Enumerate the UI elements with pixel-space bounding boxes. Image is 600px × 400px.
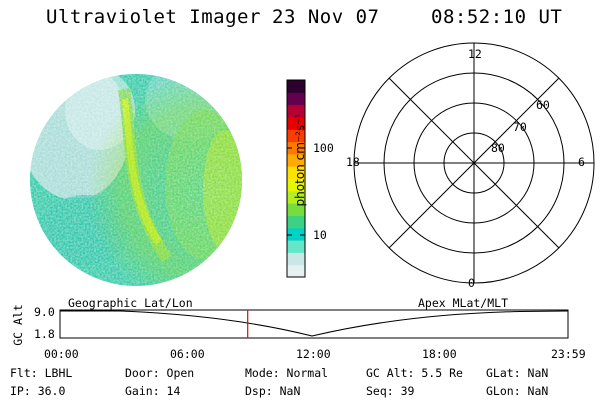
apex-mlat-mlt-title: Apex MLat/MLT — [418, 296, 509, 310]
status-glon: GLon: NaN — [486, 384, 549, 398]
colorbar — [286, 79, 306, 278]
time-tick-0000: 00:00 — [44, 347, 79, 361]
colorbar-ticks — [287, 147, 305, 236]
status-mode: Mode: Normal — [245, 366, 329, 380]
time-tick-1800: 18:00 — [422, 347, 457, 361]
timeline-y-bottom: 1.8 — [34, 327, 55, 341]
observation-time: 08:52:10 UT — [431, 6, 563, 28]
mlt-label-12: 12 — [468, 47, 482, 61]
colorbar-swatch — [287, 190, 305, 204]
colorbar-swatch — [287, 264, 305, 278]
status-glat: GLat: NaN — [486, 366, 549, 380]
colorbar-swatch — [287, 215, 305, 229]
status-gc-alt: GC Alt: 5.5 Re — [366, 366, 463, 380]
timeline-y-top: 9.0 — [34, 305, 55, 319]
colorbar-swatch — [287, 240, 305, 253]
mlt-label-0: 0 — [468, 276, 475, 290]
colorbar-unit-label: photon cm⁻²s⁻¹ — [293, 113, 307, 207]
colorbar-tick-100: 100 — [313, 141, 334, 155]
colorbar-swatch — [287, 116, 305, 130]
status-dsp: Dsp: NaN — [245, 384, 301, 398]
colorbar-tick-10: 10 — [313, 228, 327, 242]
lat-label-70: 70 — [513, 120, 527, 134]
uv-image — [30, 74, 242, 286]
status-ip: IP: 36.0 — [10, 384, 66, 398]
colorbar-swatch — [287, 141, 305, 155]
polar-grid — [353, 42, 595, 284]
colorbar-swatch — [287, 227, 305, 241]
colorbar-swatch — [287, 80, 305, 93]
colorbar-swatch — [287, 153, 305, 167]
colorbar-swatch — [287, 252, 305, 266]
status-gain: Gain: 14 — [125, 384, 181, 398]
lat-label-80: 80 — [491, 141, 505, 155]
timeline-plot — [59, 309, 569, 339]
mlt-label-18: 18 — [346, 155, 360, 169]
time-tick-2359: 23:59 — [551, 347, 586, 361]
colorbar-frame — [286, 79, 306, 278]
instrument-title: Ultraviolet Imager — [46, 6, 261, 28]
time-tick-0600: 06:00 — [170, 347, 205, 361]
observation-date: 23 Nov 07 — [272, 6, 380, 28]
status-door: Door: Open — [125, 366, 195, 380]
colorbar-swatch — [287, 92, 305, 106]
geographic-latlon-title: Geographic Lat/Lon — [68, 296, 193, 310]
timeline-y-axis-label: GC Alt — [11, 304, 25, 346]
colorbar-swatch — [287, 129, 305, 143]
mlt-label-6: 6 — [578, 155, 585, 169]
lat-label-60: 60 — [536, 98, 550, 112]
colorbar-swatch — [287, 178, 305, 192]
status-seq: Seq: 39 — [366, 384, 415, 398]
status-filter: Flt: LBHL — [10, 366, 73, 380]
colorbar-swatch — [287, 203, 305, 216]
colorbar-swatch — [287, 104, 305, 118]
time-tick-1200: 12:00 — [296, 347, 331, 361]
colorbar-swatch — [287, 166, 305, 179]
